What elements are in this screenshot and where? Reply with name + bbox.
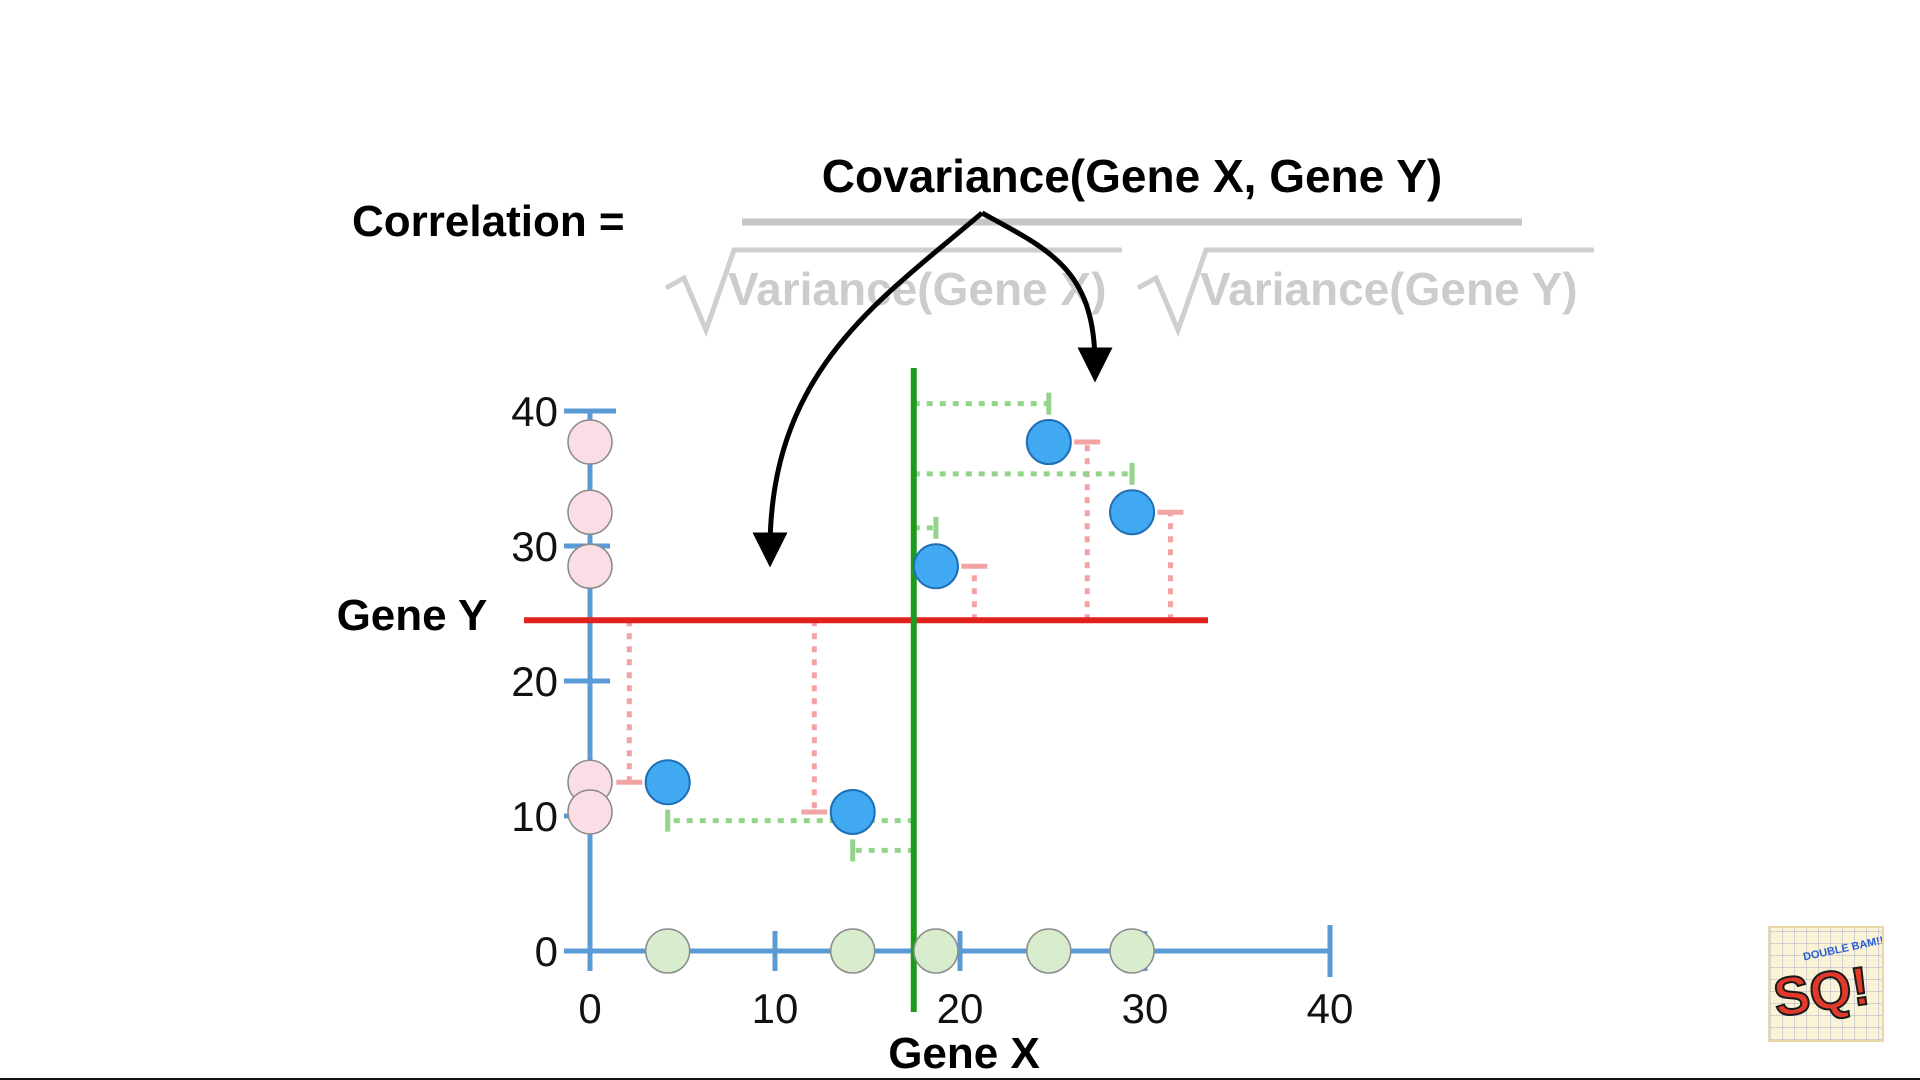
x-projection-point	[829, 928, 876, 974]
mean-lines	[524, 368, 1208, 1012]
distance-markers	[616, 392, 1184, 862]
y-projection-point	[567, 489, 613, 535]
arrow-to-plot-right	[980, 210, 1113, 383]
sqrt-symbol-x	[664, 247, 1122, 337]
formula-numerator: Covariance(Gene X, Gene Y)	[822, 150, 1442, 202]
data-point	[644, 759, 691, 806]
x-tick-label: 20	[937, 985, 984, 1032]
x-axis-label: Gene X	[888, 1029, 1040, 1078]
bottom-border	[0, 1078, 1920, 1080]
y-tick-label: 20	[511, 658, 558, 705]
chart-axes: 0 10 20 30 40 0 10 20 30 40	[511, 388, 1353, 1032]
data-point	[1025, 419, 1072, 466]
x-tick-label: 0	[578, 985, 601, 1032]
x-projection-point	[1109, 928, 1155, 974]
axis-projections	[567, 419, 1155, 974]
data-point	[912, 543, 959, 590]
data-point	[1109, 489, 1156, 536]
y-axis-label: Gene Y	[337, 591, 488, 640]
y-tick-label: 0	[535, 928, 558, 975]
statquest-logo-art: DOUBLE BAM!! SQ!	[1769, 935, 1885, 1030]
statquest-logo: DOUBLE BAM!! SQ!	[1768, 926, 1885, 1042]
y-tick-label: 10	[511, 793, 558, 840]
y-projection-point	[567, 419, 613, 465]
y-projection-point	[567, 543, 613, 589]
x-projection-point	[913, 928, 959, 974]
formula-denominator-y: Variance(Gene Y)	[1200, 263, 1578, 315]
data-points	[644, 419, 1156, 835]
y-tick-label: 40	[511, 388, 558, 435]
y-tick-label: 30	[511, 523, 558, 570]
arrow-to-plot-left	[752, 211, 984, 568]
sqrt-symbol-y	[1136, 247, 1594, 337]
logo-main-text: SQ!	[1770, 956, 1873, 1029]
data-point	[829, 788, 876, 835]
x-projection-point	[1026, 928, 1072, 974]
x-tick-label: 40	[1307, 985, 1354, 1032]
y-projection-point	[567, 789, 613, 835]
formula-denominator-x: Variance(Gene X)	[728, 263, 1106, 315]
axis-labels: Gene X Gene Y	[337, 591, 1040, 1078]
formula-lhs: Correlation =	[352, 197, 625, 246]
x-tick-label: 10	[752, 985, 799, 1032]
x-projection-point	[644, 928, 691, 974]
x-tick-label: 30	[1122, 985, 1169, 1032]
